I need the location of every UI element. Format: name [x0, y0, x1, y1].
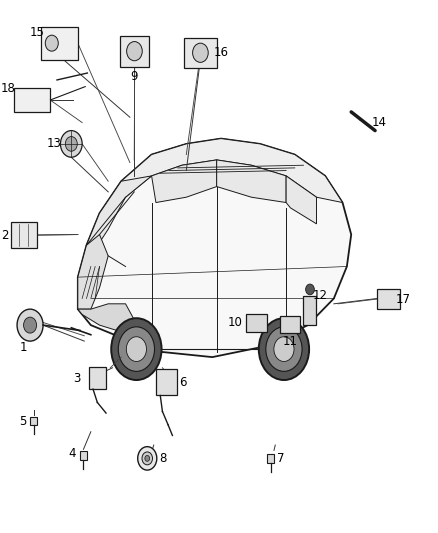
Polygon shape [86, 176, 152, 256]
Circle shape [266, 327, 302, 372]
Text: 2: 2 [2, 229, 9, 241]
Polygon shape [78, 139, 351, 357]
Circle shape [45, 35, 58, 51]
Text: 17: 17 [396, 293, 411, 305]
Text: 18: 18 [1, 82, 16, 95]
Text: 15: 15 [30, 26, 45, 39]
Text: 4: 4 [69, 447, 76, 459]
Bar [156, 369, 177, 395]
Circle shape [274, 337, 294, 361]
Circle shape [65, 136, 77, 151]
Text: 6: 6 [180, 376, 187, 389]
Circle shape [118, 327, 155, 372]
Polygon shape [286, 176, 317, 224]
Text: 14: 14 [372, 116, 387, 129]
Circle shape [60, 131, 82, 157]
Text: 11: 11 [283, 335, 297, 348]
Polygon shape [121, 139, 343, 203]
Bar [80, 451, 87, 460]
Circle shape [111, 318, 162, 380]
Circle shape [259, 318, 309, 380]
Text: 16: 16 [213, 46, 229, 59]
Circle shape [306, 284, 314, 295]
Bar [11, 222, 37, 248]
Text: 1: 1 [20, 341, 27, 354]
Circle shape [24, 317, 37, 333]
Bar [184, 38, 217, 68]
Circle shape [142, 452, 152, 465]
Circle shape [138, 447, 157, 470]
Text: 9: 9 [131, 70, 138, 83]
Bar [246, 314, 267, 332]
Text: 10: 10 [228, 317, 243, 329]
Text: 8: 8 [159, 452, 167, 465]
Text: 5: 5 [19, 415, 26, 427]
Polygon shape [78, 304, 134, 330]
Circle shape [126, 337, 146, 361]
Polygon shape [78, 235, 108, 309]
Bar [120, 36, 148, 67]
Polygon shape [217, 160, 286, 203]
Bar [279, 316, 300, 333]
Bar [88, 367, 106, 389]
Text: 12: 12 [312, 289, 328, 302]
Bar [377, 289, 400, 309]
Bar [30, 417, 37, 425]
Bar [304, 296, 317, 325]
Text: 3: 3 [73, 372, 80, 385]
Circle shape [17, 309, 43, 341]
Bar [268, 454, 274, 463]
Polygon shape [152, 160, 217, 203]
Circle shape [145, 455, 150, 461]
Circle shape [127, 42, 142, 61]
Circle shape [193, 43, 208, 62]
Bar [14, 88, 50, 112]
Text: 13: 13 [46, 138, 61, 150]
Bar [41, 27, 78, 60]
Text: 7: 7 [277, 452, 284, 465]
